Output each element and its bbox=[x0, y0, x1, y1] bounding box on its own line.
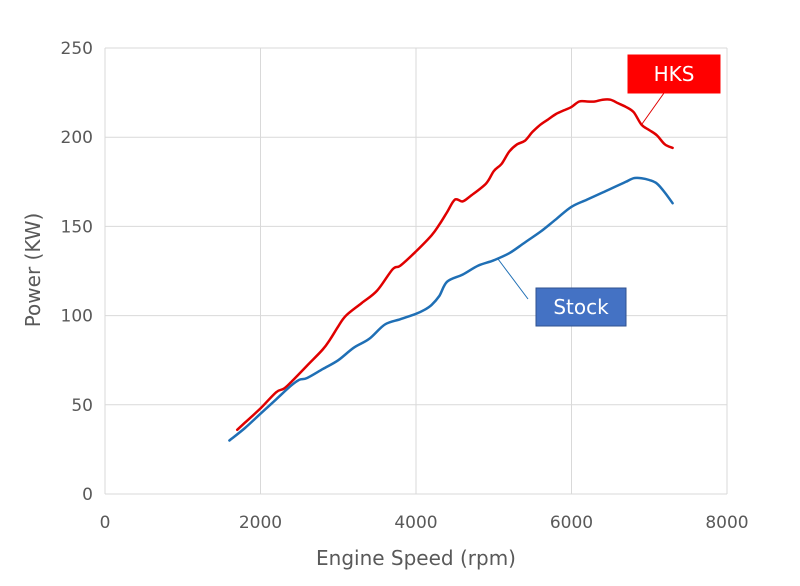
tick-labels: 0 50 100 150 200 250 0 2000 4000 6000 8000 bbox=[61, 39, 749, 533]
callout-leader bbox=[497, 258, 529, 300]
y-tick-label: 150 bbox=[61, 217, 93, 237]
x-tick-label: 6000 bbox=[550, 513, 593, 533]
y-tick-label: 50 bbox=[71, 396, 93, 416]
callout-stock: Stock bbox=[497, 258, 627, 327]
y-tick-label: 250 bbox=[61, 39, 93, 59]
y-tick-label: 100 bbox=[61, 307, 93, 327]
callout-hks: HKS bbox=[627, 54, 721, 125]
y-tick-label: 200 bbox=[61, 128, 93, 148]
callout-leader bbox=[641, 92, 665, 125]
series-lines bbox=[228, 98, 674, 442]
x-tick-label: 0 bbox=[100, 513, 111, 533]
x-tick-label: 2000 bbox=[239, 513, 282, 533]
y-axis-title: Power (KW) bbox=[21, 213, 45, 328]
y-tick-label: 0 bbox=[82, 485, 93, 505]
x-axis-title: Engine Speed (rpm) bbox=[316, 546, 516, 570]
x-tick-label: 4000 bbox=[394, 513, 437, 533]
callouts: HKS Stock bbox=[497, 54, 721, 327]
callout-box bbox=[627, 54, 721, 94]
gridlines bbox=[104, 47, 728, 495]
callout-label: HKS bbox=[654, 62, 695, 86]
callout-label: Stock bbox=[553, 295, 609, 319]
series-line-stock bbox=[228, 176, 674, 442]
series-line-hks bbox=[235, 98, 674, 432]
callout-box bbox=[535, 287, 627, 327]
x-tick-label: 8000 bbox=[705, 513, 748, 533]
